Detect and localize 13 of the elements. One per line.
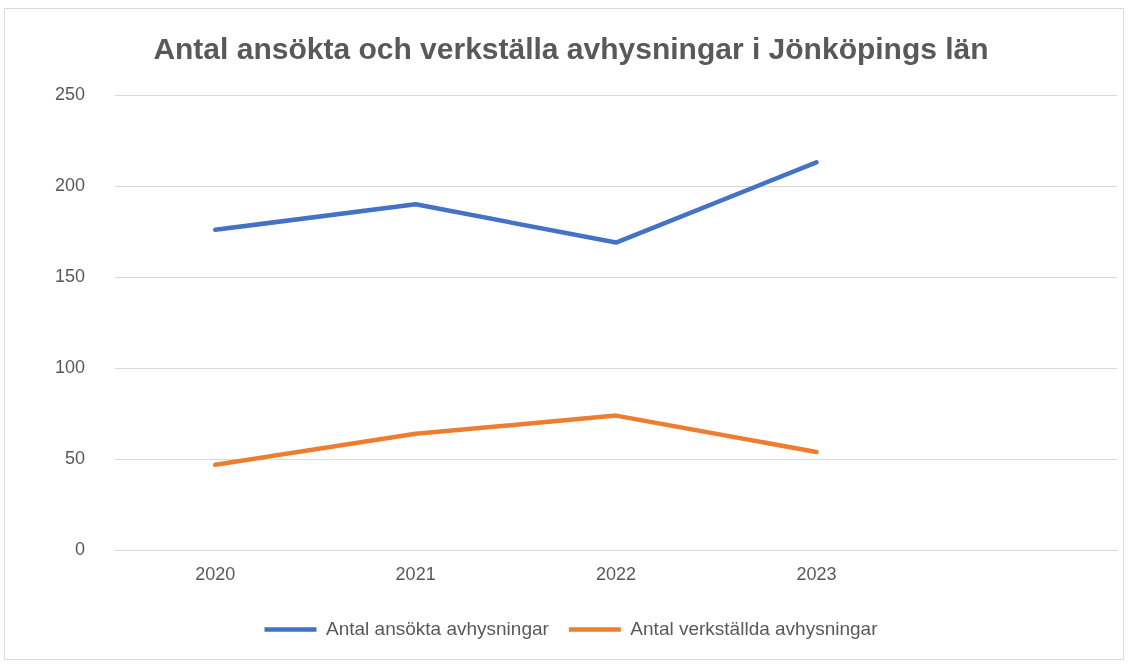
x-tick-label: 2021 bbox=[395, 564, 436, 585]
legend-label: Antal verkställda avhysningar bbox=[630, 617, 879, 639]
y-tick-label: 150 bbox=[54, 266, 86, 287]
legend-label: Antal ansökta avhysningar bbox=[326, 617, 550, 639]
x-tick-label: 2020 bbox=[195, 564, 236, 585]
y-tick-label: 50 bbox=[65, 448, 86, 469]
chart-title: Antal ansökta och verkställa avhysningar i Jönköpings län bbox=[153, 32, 989, 66]
y-tick-label: 0 bbox=[75, 539, 86, 560]
x-tick-label: 2023 bbox=[796, 564, 837, 585]
y-tick-label: 200 bbox=[54, 175, 86, 196]
y-tick-label: 250 bbox=[54, 83, 86, 104]
y-tick-label: 100 bbox=[54, 357, 86, 378]
x-tick-label: 2022 bbox=[595, 564, 637, 585]
